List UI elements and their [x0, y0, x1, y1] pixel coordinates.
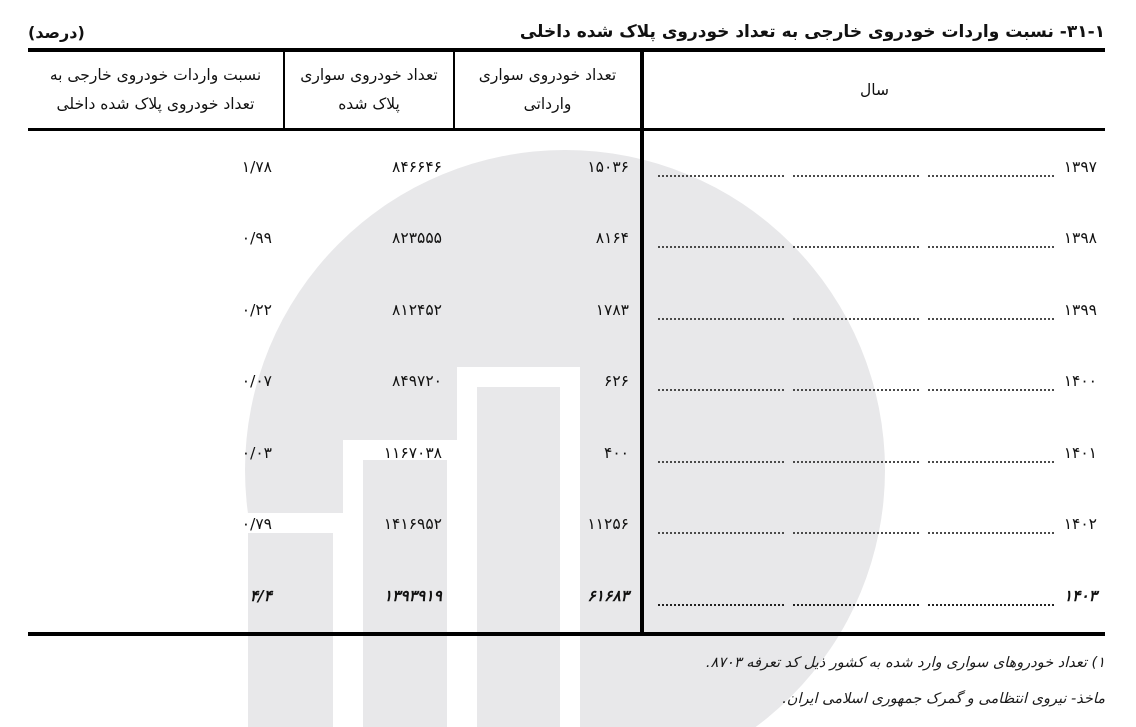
watermark-bar-1: [228, 513, 353, 727]
title-row: (درصد) ۳۱-۱- نسبت واردات خودروی خارجی به…: [28, 8, 1105, 42]
registered-value: ۱۳۹۳۹۱۹: [383, 586, 442, 605]
ratio-value: ۴/۴: [249, 586, 272, 605]
table-row: ۱۳۹۷ ۱۵۰۳۶ ۸۴۶۶۴۶ ۱/۷۸: [28, 131, 1105, 203]
table-row: ۱۴۰۲ ۱۱۲۵۶ ۱۴۱۶۹۵۲ ۰/۷۹: [28, 488, 1105, 561]
footnotes: ۱) تعداد خودروهای سواری وارد شده به کشور…: [28, 645, 1105, 718]
imported-value: ۴۰۰: [604, 443, 629, 462]
source-note: ماخذ- نیروی انتظامی و گمرک جمهوری اسلامی…: [782, 690, 1105, 707]
unit-label: (درصد): [28, 23, 85, 42]
imported-value: ۱۱۲۵۶: [587, 515, 629, 534]
dotted-leader: [658, 203, 1054, 275]
year-value: ۱۳۹۹: [1063, 300, 1097, 319]
col-header-year: سال: [640, 52, 1105, 128]
ratio-value: ۱/۷۸: [241, 157, 272, 176]
col-header-registered-line1: تعداد خودروی سواری: [300, 66, 438, 85]
year-value: ۱۴۰۰: [1063, 372, 1097, 391]
col-header-registered: تعداد خودروی سواری پلاک شده: [283, 52, 453, 128]
ratio-value: ۰/۰۷: [241, 372, 272, 391]
table-row: ۱۴۰۰ ۶۲۶ ۸۴۹۷۲۰ ۰/۰۷: [28, 345, 1105, 418]
registered-value: ۸۴۹۷۲۰: [392, 372, 442, 391]
year-cell: ۱۳۹۸: [640, 202, 1105, 275]
registered-value: ۱۱۶۷۰۳۸: [383, 443, 442, 462]
page-title: ۳۱-۱- نسبت واردات خودروی خارجی به تعداد …: [519, 22, 1105, 42]
watermark-bar-3: [457, 367, 580, 727]
ratio-value: ۰/۹۹: [241, 229, 272, 248]
table-row: ۱۴۰۱ ۴۰۰ ۱۱۶۷۰۳۸ ۰/۰۳: [28, 417, 1105, 489]
watermark-bar-2: [343, 440, 467, 727]
year-value: ۱۴۰۱: [1063, 443, 1097, 462]
col-header-imported-line1: تعداد خودروی سواری: [478, 66, 617, 85]
col-header-ratio-line1: نسبت واردات خودروی خارجی به: [49, 66, 262, 85]
registered-value: ۸۲۳۵۵۵: [392, 229, 442, 248]
registered-value: ۱۴۱۶۹۵۲: [383, 515, 442, 534]
dotted-leader: [658, 489, 1054, 561]
dotted-leader: [658, 346, 1054, 418]
imported-value: ۶۲۶: [604, 372, 629, 391]
col-header-imported-line2: وارداتی: [523, 95, 572, 113]
col-header-year-label: سال: [860, 80, 889, 99]
year-value: ۱۴۰۳: [1063, 586, 1097, 605]
year-value: ۱۴۰۲: [1063, 515, 1097, 534]
year-value: ۱۳۹۸: [1063, 229, 1097, 248]
ratio-value: ۰/۰۳: [241, 443, 272, 462]
col-header-ratio: نسبت واردات خودروی خارجی به تعداد خودروی…: [28, 52, 283, 128]
year-cell: ۱۳۹۹: [640, 274, 1105, 346]
year-cell: ۱۴۰۰: [640, 345, 1105, 418]
dotted-leader: [658, 417, 1054, 489]
table-header-row: سال تعداد خودروی سواری وارداتی تعداد خود…: [28, 52, 1105, 131]
table-row: ۱۳۹۹ ۱۷۸۳ ۸۱۲۴۵۲ ۰/۲۲: [28, 274, 1105, 346]
year-value: ۱۳۹۷: [1063, 157, 1097, 176]
ratio-value: ۰/۲۲: [241, 300, 272, 319]
table-row: ۱۳۹۸ ۸۱۶۴ ۸۲۳۵۵۵ ۰/۹۹: [28, 202, 1105, 275]
col-header-registered-line2: پلاک شده: [338, 95, 400, 113]
registered-value: ۸۱۲۴۵۲: [392, 300, 442, 319]
registered-value: ۸۴۶۶۴۶: [392, 157, 442, 176]
imported-value: ۱۷۸۳: [595, 300, 629, 319]
col-header-imported: تعداد خودروی سواری وارداتی: [453, 52, 640, 128]
year-cell: ۱۴۰۱: [640, 417, 1105, 489]
year-cell: ۱۳۹۷: [640, 131, 1105, 203]
imported-value: ۱۵۰۳۶: [587, 157, 629, 176]
dotted-leader: [658, 560, 1054, 632]
dotted-leader: [658, 131, 1054, 203]
table-row-latest-year: ۱۴۰۳ ۶۱۶۸۳ ۱۳۹۳۹۱۹ ۴/۴: [28, 560, 1105, 632]
imported-value: ۸۱۶۴: [595, 229, 629, 248]
data-table: سال تعداد خودروی سواری وارداتی تعداد خود…: [28, 48, 1105, 636]
ratio-value: ۰/۷۹: [241, 515, 272, 534]
year-cell: ۱۴۰۲: [640, 488, 1105, 561]
col-header-ratio-line2: تعداد خودروی پلاک شده داخلی: [56, 95, 255, 113]
footnote-1: ۱) تعداد خودروهای سواری وارد شده به کشور…: [705, 654, 1105, 671]
dotted-leader: [658, 274, 1054, 346]
imported-value: ۶۱۶۸۳: [587, 586, 629, 605]
year-cell: ۱۴۰۳: [640, 560, 1105, 632]
page-content: (درصد) ۳۱-۱- نسبت واردات خودروی خارجی به…: [0, 8, 1136, 717]
